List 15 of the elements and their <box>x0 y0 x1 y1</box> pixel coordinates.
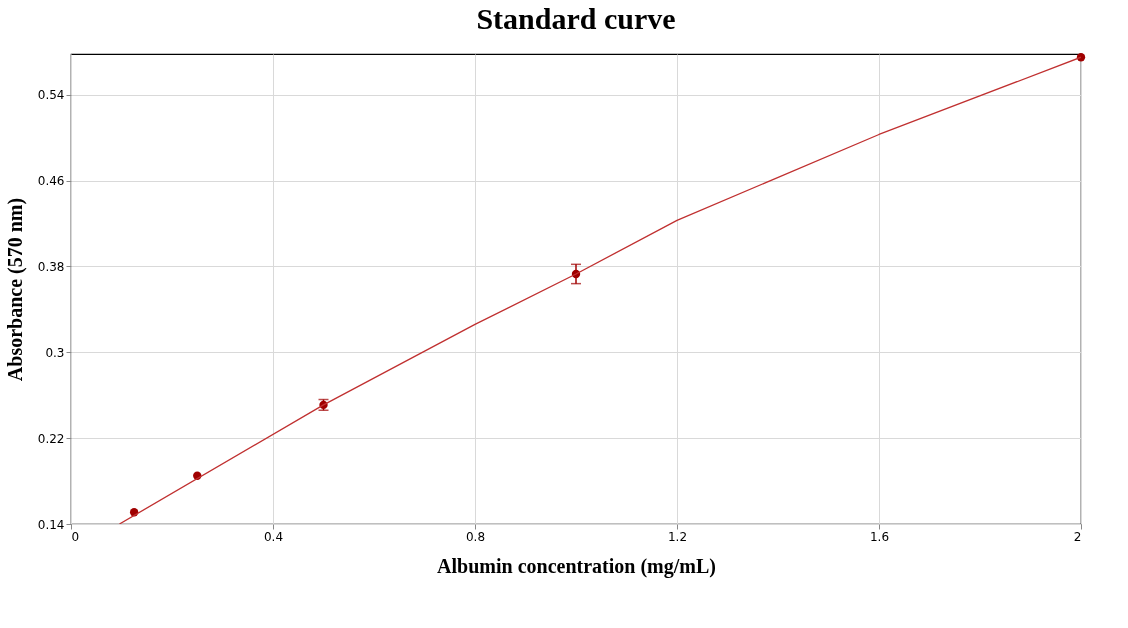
chart-title: Standard curve <box>476 2 676 36</box>
y-tick-label: 0.14 <box>37 517 65 532</box>
y-tick-label: 0.22 <box>37 431 65 446</box>
x-tick-label: 2 <box>1073 529 1082 544</box>
x-tick-label: 0.4 <box>263 529 284 544</box>
y-axis-title: Absorbance (570 nm) <box>3 197 27 382</box>
y-tick-label: 0.46 <box>37 174 65 189</box>
x-tick-label: 0 <box>71 529 80 544</box>
y-tick-label: 0.54 <box>37 88 65 103</box>
x-tick-label: 1.2 <box>667 529 688 544</box>
x-axis-title: Albumin concentration (mg/mL) <box>437 554 716 578</box>
y-tick-label: 0.38 <box>37 259 65 274</box>
y-tick-label: 0.3 <box>45 345 65 360</box>
x-tick-label: 1.6 <box>869 529 890 544</box>
x-tick-label: 0.8 <box>465 529 486 544</box>
